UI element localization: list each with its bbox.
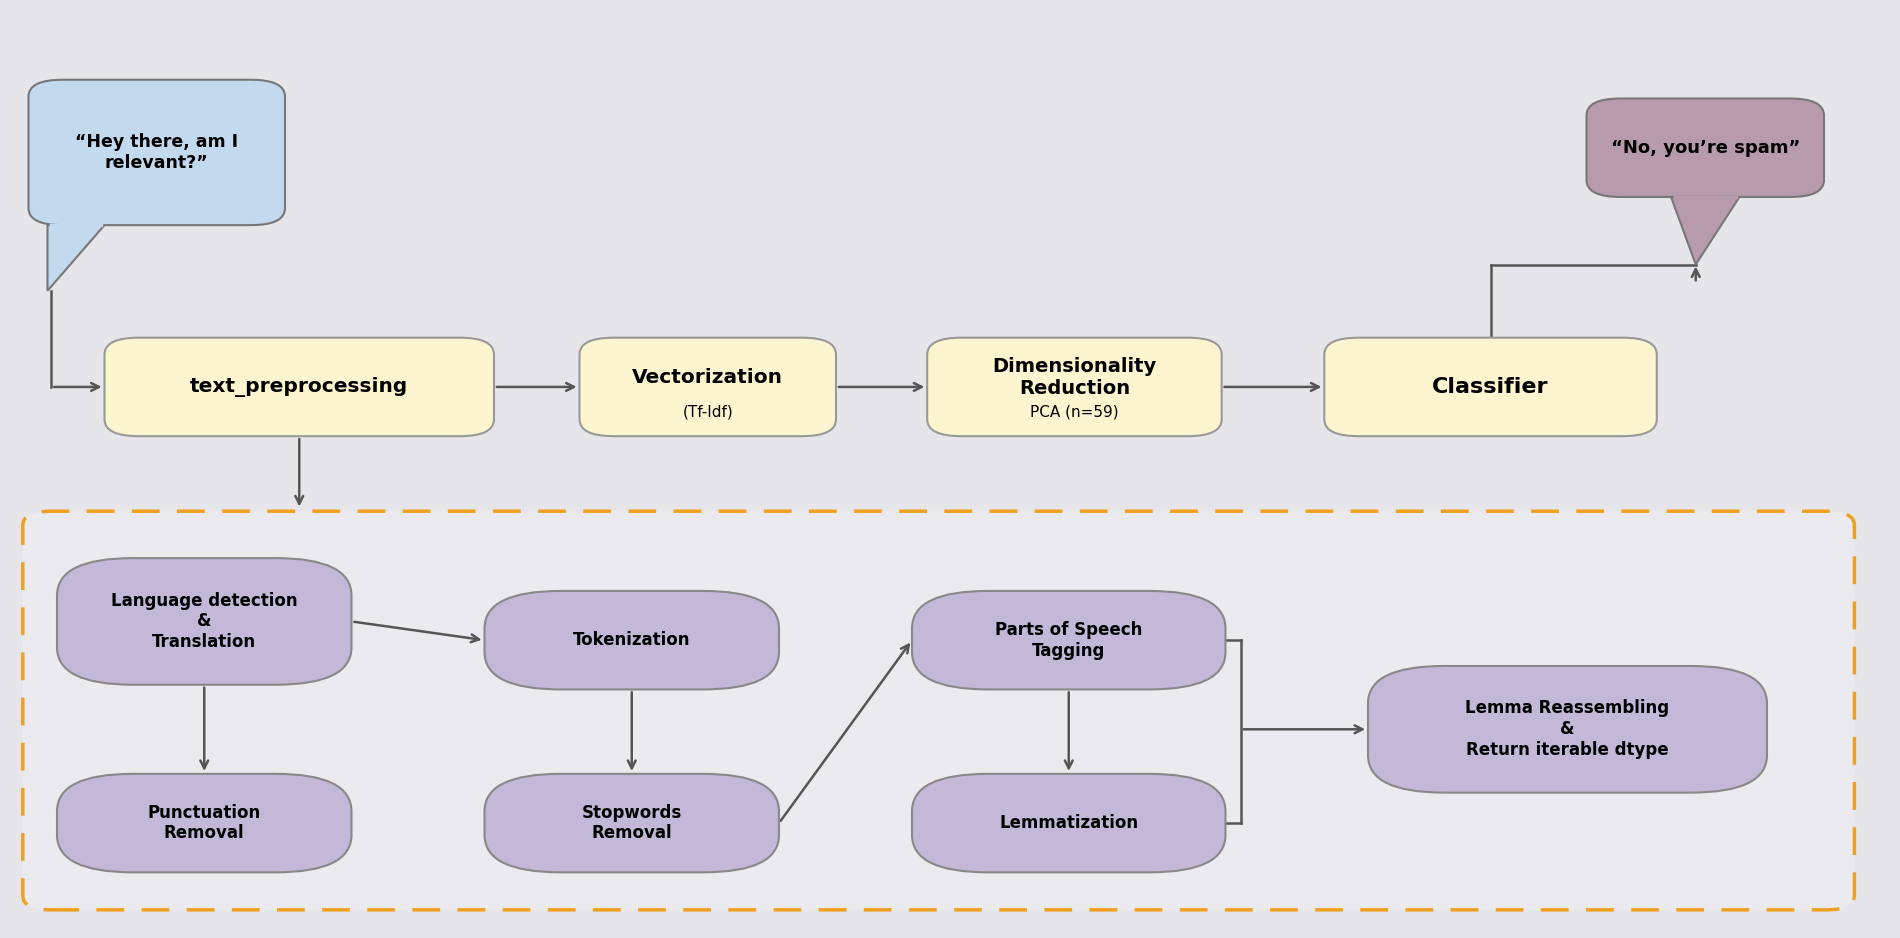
Text: PCA (n=59): PCA (n=59) — [1030, 404, 1119, 419]
FancyBboxPatch shape — [912, 591, 1226, 689]
FancyBboxPatch shape — [580, 338, 836, 436]
Text: “Hey there, am I
relevant?”: “Hey there, am I relevant?” — [76, 133, 237, 172]
FancyBboxPatch shape — [1324, 338, 1657, 436]
Text: Vectorization: Vectorization — [633, 368, 783, 386]
FancyBboxPatch shape — [912, 774, 1226, 872]
Text: (Tf-Idf): (Tf-Idf) — [682, 404, 733, 419]
Text: Parts of Speech
Tagging: Parts of Speech Tagging — [996, 621, 1142, 659]
Text: Dimensionality
Reduction: Dimensionality Reduction — [992, 356, 1157, 398]
Text: “No, you’re spam”: “No, you’re spam” — [1611, 139, 1799, 157]
FancyBboxPatch shape — [57, 558, 352, 685]
Polygon shape — [48, 225, 104, 291]
FancyBboxPatch shape — [57, 774, 352, 872]
Text: Classifier: Classifier — [1433, 377, 1548, 397]
Text: Language detection
&
Translation: Language detection & Translation — [110, 592, 298, 651]
Text: text_preprocessing: text_preprocessing — [190, 377, 408, 397]
FancyBboxPatch shape — [1586, 98, 1824, 197]
Text: Lemma Reassembling
&
Return iterable dtype: Lemma Reassembling & Return iterable dty… — [1465, 700, 1670, 759]
FancyBboxPatch shape — [23, 511, 1854, 910]
FancyBboxPatch shape — [1368, 666, 1767, 793]
FancyBboxPatch shape — [28, 80, 285, 225]
FancyBboxPatch shape — [484, 774, 779, 872]
FancyBboxPatch shape — [927, 338, 1222, 436]
Text: Stopwords
Removal: Stopwords Removal — [581, 804, 682, 842]
Polygon shape — [1672, 197, 1740, 265]
FancyBboxPatch shape — [484, 591, 779, 689]
Text: Tokenization: Tokenization — [574, 631, 690, 649]
FancyBboxPatch shape — [104, 338, 494, 436]
Text: Lemmatization: Lemmatization — [999, 814, 1138, 832]
Text: Punctuation
Removal: Punctuation Removal — [148, 804, 260, 842]
